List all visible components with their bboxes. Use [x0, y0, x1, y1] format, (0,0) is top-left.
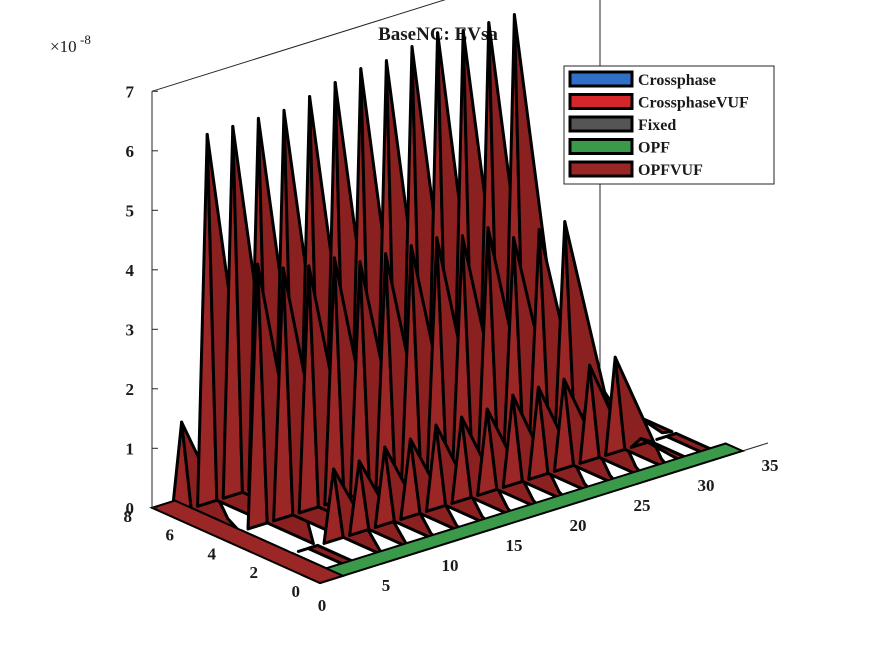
x-tick-label: 5 [382, 576, 391, 595]
legend-entry: OPFVUF [638, 162, 703, 179]
z-tick-label: 4 [126, 261, 135, 280]
z-tick-label: 2 [126, 380, 135, 399]
legend: Crossphase CrossphaseVUF Fixed OPF OPFVUF [563, 65, 775, 185]
exponent-prefix: ×10 [50, 37, 77, 56]
x-tick-label: 10 [442, 556, 459, 575]
y-tick-label: 6 [166, 526, 175, 545]
z-tick-label: 3 [126, 320, 135, 339]
z-axis-exponent: ×10 -8 [50, 32, 91, 56]
exponent-power: -8 [80, 32, 91, 47]
y-tick-label: 8 [124, 507, 133, 526]
legend-entry: Crossphase [638, 72, 716, 89]
x-tick-label: 20 [570, 516, 587, 535]
z-tick-label: 6 [126, 142, 135, 161]
x-tick-label: 15 [506, 536, 523, 555]
y-tick-label: 2 [250, 563, 259, 582]
x-tick-label: 0 [318, 596, 327, 615]
legend-entry: CrossphaseVUF [638, 95, 749, 112]
z-tick-label: 7 [126, 82, 135, 101]
floor-left-strip [149, 499, 346, 585]
legend-swatch [568, 138, 634, 155]
bar-marks [149, 13, 746, 585]
tick-labels: 0 1 2 3 4 5 6 7 0 5 10 15 20 25 30 35 0 2 4 6 8 [124, 82, 779, 615]
legend-swatch [568, 70, 634, 88]
legend-swatch [568, 160, 634, 178]
legend-entry: OPF [638, 140, 670, 157]
legend-entry: Fixed [638, 117, 676, 134]
legend-swatch [568, 115, 634, 133]
z-tick-label: 5 [126, 201, 135, 220]
floor-strip [149, 442, 746, 585]
legend-swatch [568, 93, 634, 110]
x-tick-label: 25 [634, 496, 651, 515]
z-tick-label: 1 [126, 439, 135, 458]
y-tick-label: 4 [208, 544, 217, 563]
y-tick-label: 0 [292, 582, 301, 601]
axis-line [151, 0, 446, 92]
x-tick-label: 30 [698, 476, 715, 495]
z-tick-label: 0 [126, 499, 135, 518]
x-tick-label: 35 [762, 456, 779, 475]
